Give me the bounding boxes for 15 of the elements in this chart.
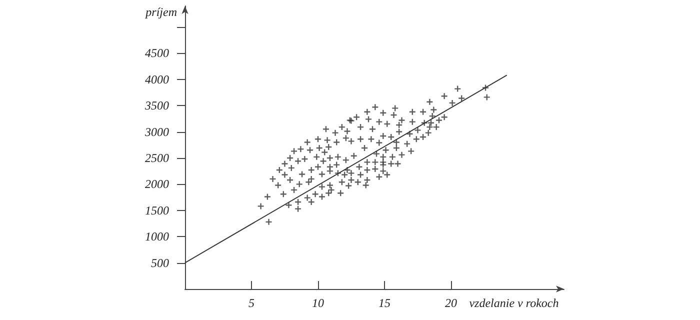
y-tick-label: 2000 (145, 177, 169, 192)
y-axis-title: príjem (144, 5, 178, 19)
x-tick-label: 20 (444, 296, 457, 310)
y-tick-label: 4500 (145, 46, 169, 60)
x-tick-label: 10 (312, 296, 324, 310)
x-tick-label: 15 (378, 296, 390, 310)
y-tick-label: 500 (151, 256, 169, 270)
y-tick-label: 1000 (145, 230, 169, 244)
y-tick-label: 3000 (144, 124, 169, 139)
y-tick-label: 2500 (145, 150, 169, 165)
x-tick-label: 5 (248, 296, 254, 310)
x-axis-title: vzdelanie v rokoch (469, 296, 559, 310)
y-tick-label: 3500 (144, 98, 169, 113)
y-tick-label: 4000 (145, 72, 169, 86)
y-tick-label: 1500 (145, 203, 169, 218)
